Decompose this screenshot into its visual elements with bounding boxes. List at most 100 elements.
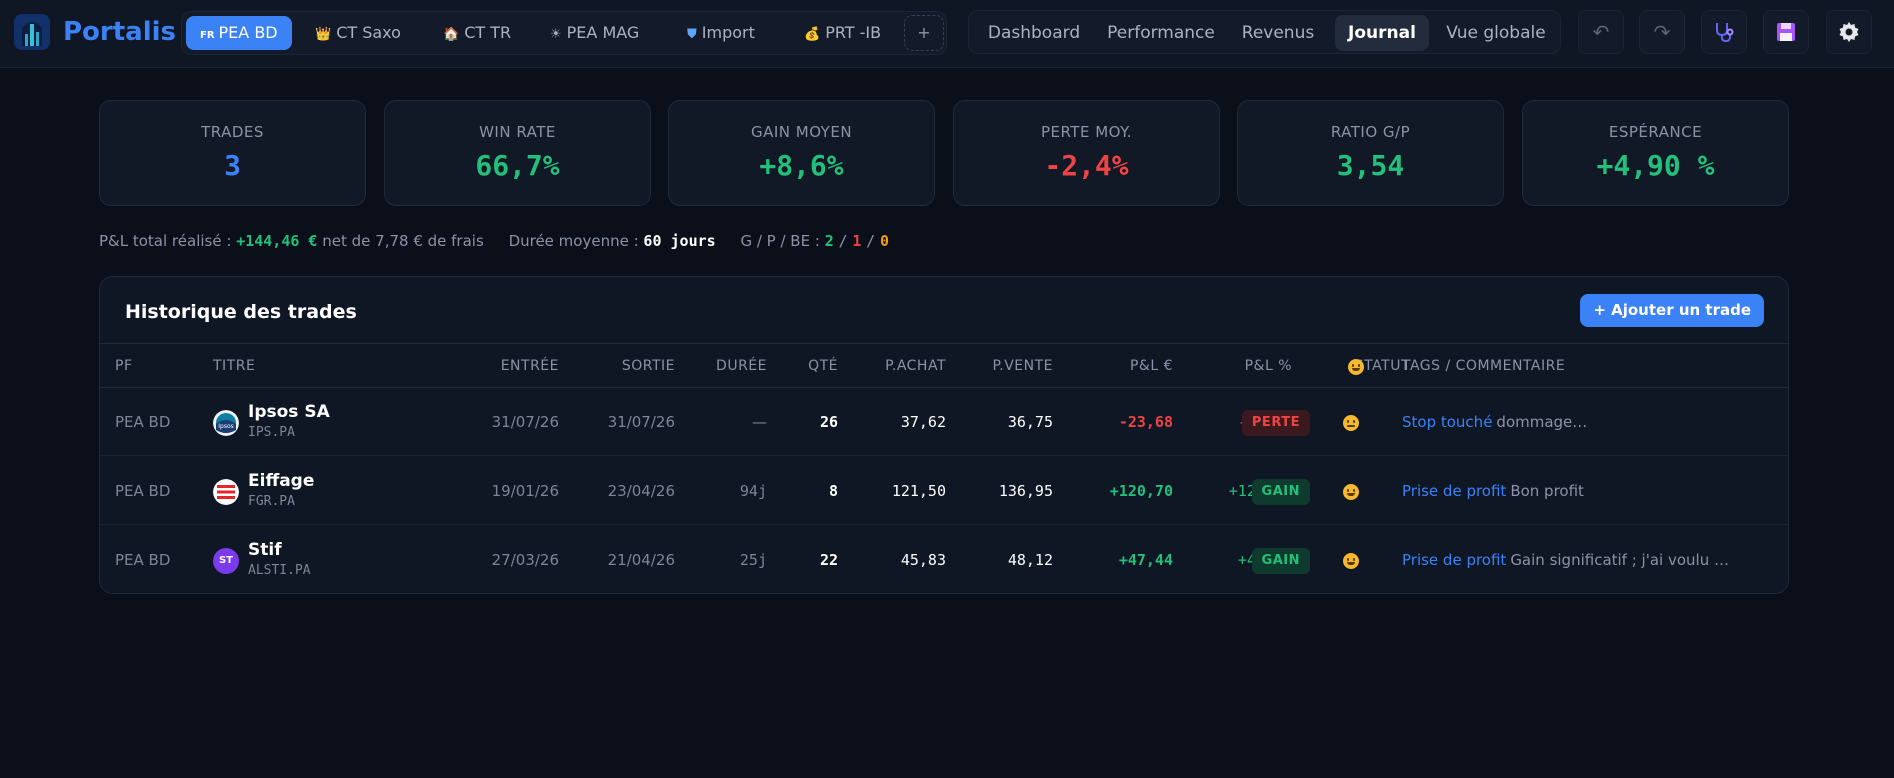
undo-button[interactable]: ↶ <box>1578 10 1624 54</box>
tab-portfolio-pea-mag[interactable]: ☀ PEA MAG <box>550 23 640 42</box>
table-header: PF TITRE ENTRÉE SORTIE DURÉE QTÉ P.ACHAT… <box>100 343 1788 388</box>
kpi-ratio-gp: RATIO G/P 3,54 <box>1237 100 1504 206</box>
col-pnl-pct[interactable]: P&L % <box>1244 358 1292 374</box>
col-prix-vente[interactable]: P.VENTE <box>992 358 1053 374</box>
kpi-esperance: ESPÉRANCE +4,90 % <box>1522 100 1789 206</box>
kpi-value: 66,7% <box>475 149 560 182</box>
kpi-label: TRADES <box>201 123 264 141</box>
kpi-gain-moyen: GAIN MOYEN +8,6% <box>668 100 935 206</box>
cell-prix-achat: 121,50 <box>891 482 946 500</box>
comment-text: Bon profit <box>1510 482 1584 500</box>
tab-performance[interactable]: Performance <box>1107 23 1215 43</box>
stock-name[interactable]: Ipsos SA <box>248 402 330 422</box>
tab-portfolio-prt-ib[interactable]: 💰 PRT -IB <box>804 23 882 42</box>
cell-sortie: 31/07/26 <box>607 413 675 431</box>
col-pnl-eur[interactable]: P&L € <box>1129 358 1173 374</box>
kpi-win-rate: WIN RATE 66,7% <box>384 100 651 206</box>
cell-sortie: 23/04/26 <box>607 482 675 500</box>
diagnostics-button[interactable] <box>1701 10 1747 54</box>
smiling-face-icon[interactable] <box>1343 553 1359 569</box>
breakeven-count: 0 <box>879 232 889 250</box>
cell-entree: 27/03/26 <box>491 551 559 569</box>
col-sortie[interactable]: SORTIE <box>621 358 675 374</box>
stethoscope-icon <box>1716 23 1734 43</box>
kpi-value: 3 <box>224 149 241 182</box>
add-trade-button[interactable]: + Ajouter un trade <box>1580 294 1764 327</box>
kpi-label: ESPÉRANCE <box>1608 123 1703 141</box>
trades-panel: Historique des trades + Ajouter un trade… <box>99 276 1789 594</box>
table-row[interactable]: PEA BD Eiffage FGR.PA 19/01/26 23/04/26 … <box>100 457 1788 525</box>
col-entree[interactable]: ENTRÉE <box>500 358 559 374</box>
tab-portfolio-ct-saxo[interactable]: 👑 CT Saxo <box>315 23 401 42</box>
tab-revenus[interactable]: Revenus <box>1241 23 1315 43</box>
panel-title: Historique des trades <box>125 301 357 323</box>
cell-pf: PEA BD <box>115 551 171 569</box>
col-duree[interactable]: DURÉE <box>716 358 767 374</box>
sun-icon: ☀ <box>550 27 562 42</box>
stock-name[interactable]: Stif <box>248 540 282 560</box>
cell-pf: PEA BD <box>115 413 171 431</box>
col-pf[interactable]: PF <box>115 358 133 374</box>
loss-count: 1 <box>852 232 862 250</box>
fees-text: net de 7,78 € de frais <box>322 232 484 250</box>
cell-duree: — <box>752 413 767 431</box>
app-logo <box>14 14 50 50</box>
table-row[interactable]: PEA BD ST Stif ALSTI.PA 27/03/26 21/04/2… <box>100 526 1788 593</box>
separator: / <box>838 232 848 250</box>
top-bar: Portalis FR PEA BD 👑 CT Saxo 🏠 CT TR ☀ PEA M… <box>0 0 1894 68</box>
tab-dashboard[interactable]: Dashboard <box>987 23 1081 43</box>
tab-portfolio-pea-bd[interactable]: FR PEA BD <box>186 16 292 50</box>
cell-prix-achat: 37,62 <box>900 413 946 431</box>
tab-portfolio-import[interactable]: ⛊ Import <box>687 23 755 42</box>
stock-ticker: IPS.PA <box>248 425 295 440</box>
flag-fr-icon: FR <box>200 30 215 41</box>
comment-text: dommage… <box>1496 413 1588 431</box>
duration-value: 60 jours <box>643 232 716 250</box>
pnl-total-value: +144,46 € <box>236 232 318 250</box>
cell-tags[interactable]: Prise de profit Gain significatif ; j'ai … <box>1402 526 1729 593</box>
settings-button[interactable] <box>1826 10 1872 54</box>
ipsos-logo: Ipsos <box>213 410 239 436</box>
crown-icon: 👑 <box>315 27 332 42</box>
main-nav: Dashboard Performance Revenus Journal Vu… <box>968 10 1561 54</box>
col-tags: TAGS / COMMENTAIRE <box>1402 358 1566 374</box>
col-prix-achat[interactable]: P.ACHAT <box>885 358 946 374</box>
shield-icon: ⛊ <box>687 27 697 42</box>
tab-vue-globale[interactable]: Vue globale <box>1446 23 1546 43</box>
comment-text: Gain significatif ; j'ai voulu … <box>1510 551 1729 569</box>
undo-icon: ↶ <box>1592 20 1610 44</box>
status-badge: GAIN <box>1251 548 1310 574</box>
tab-portfolio-ct-tr[interactable]: 🏠 CT TR <box>443 23 512 42</box>
stock-name[interactable]: Eiffage <box>248 471 315 491</box>
summary-line: P&L total réalisé : +144,46 € net de 7,7… <box>99 230 889 252</box>
stif-logo: ST <box>213 548 239 574</box>
cell-entree: 19/01/26 <box>491 482 559 500</box>
col-statut[interactable]: STATUT <box>1354 358 1410 374</box>
neutral-face-icon[interactable] <box>1343 415 1359 431</box>
kpi-perte-moyenne: PERTE MOY. -2,4% <box>953 100 1220 206</box>
save-button[interactable] <box>1763 10 1809 54</box>
cell-duree: 94j <box>739 482 767 500</box>
kpi-value: +4,90 % <box>1596 149 1715 182</box>
kpi-label: GAIN MOYEN <box>750 123 853 141</box>
status-badge: GAIN <box>1251 479 1310 505</box>
cell-tags[interactable]: Stop touché dommage… <box>1402 388 1587 456</box>
cell-qte: 26 <box>819 413 838 431</box>
col-titre[interactable]: TITRE <box>213 358 256 374</box>
kpi-value: 3,54 <box>1336 149 1405 182</box>
smiling-face-icon[interactable] <box>1343 484 1359 500</box>
tab-journal[interactable]: Journal <box>1335 15 1429 51</box>
col-qte[interactable]: QTÉ <box>808 358 838 374</box>
kpi-label: PERTE MOY. <box>1040 123 1133 141</box>
cell-qte: 8 <box>828 482 838 500</box>
stock-ticker: FGR.PA <box>248 494 295 509</box>
table-row[interactable]: PEA BD Ipsos Ipsos SA IPS.PA 31/07/26 31… <box>100 388 1788 456</box>
gpbe-label: G / P / BE : <box>740 232 820 250</box>
add-portfolio-button[interactable]: + <box>904 15 944 51</box>
status-badge: PERTE <box>1241 410 1310 436</box>
kpi-value: +8,6% <box>759 149 844 182</box>
cell-tags[interactable]: Prise de profit Bon profit <box>1402 457 1584 525</box>
cell-prix-achat: 45,83 <box>900 551 946 569</box>
kpi-value: -2,4% <box>1044 149 1129 182</box>
redo-button[interactable]: ↷ <box>1639 10 1685 54</box>
